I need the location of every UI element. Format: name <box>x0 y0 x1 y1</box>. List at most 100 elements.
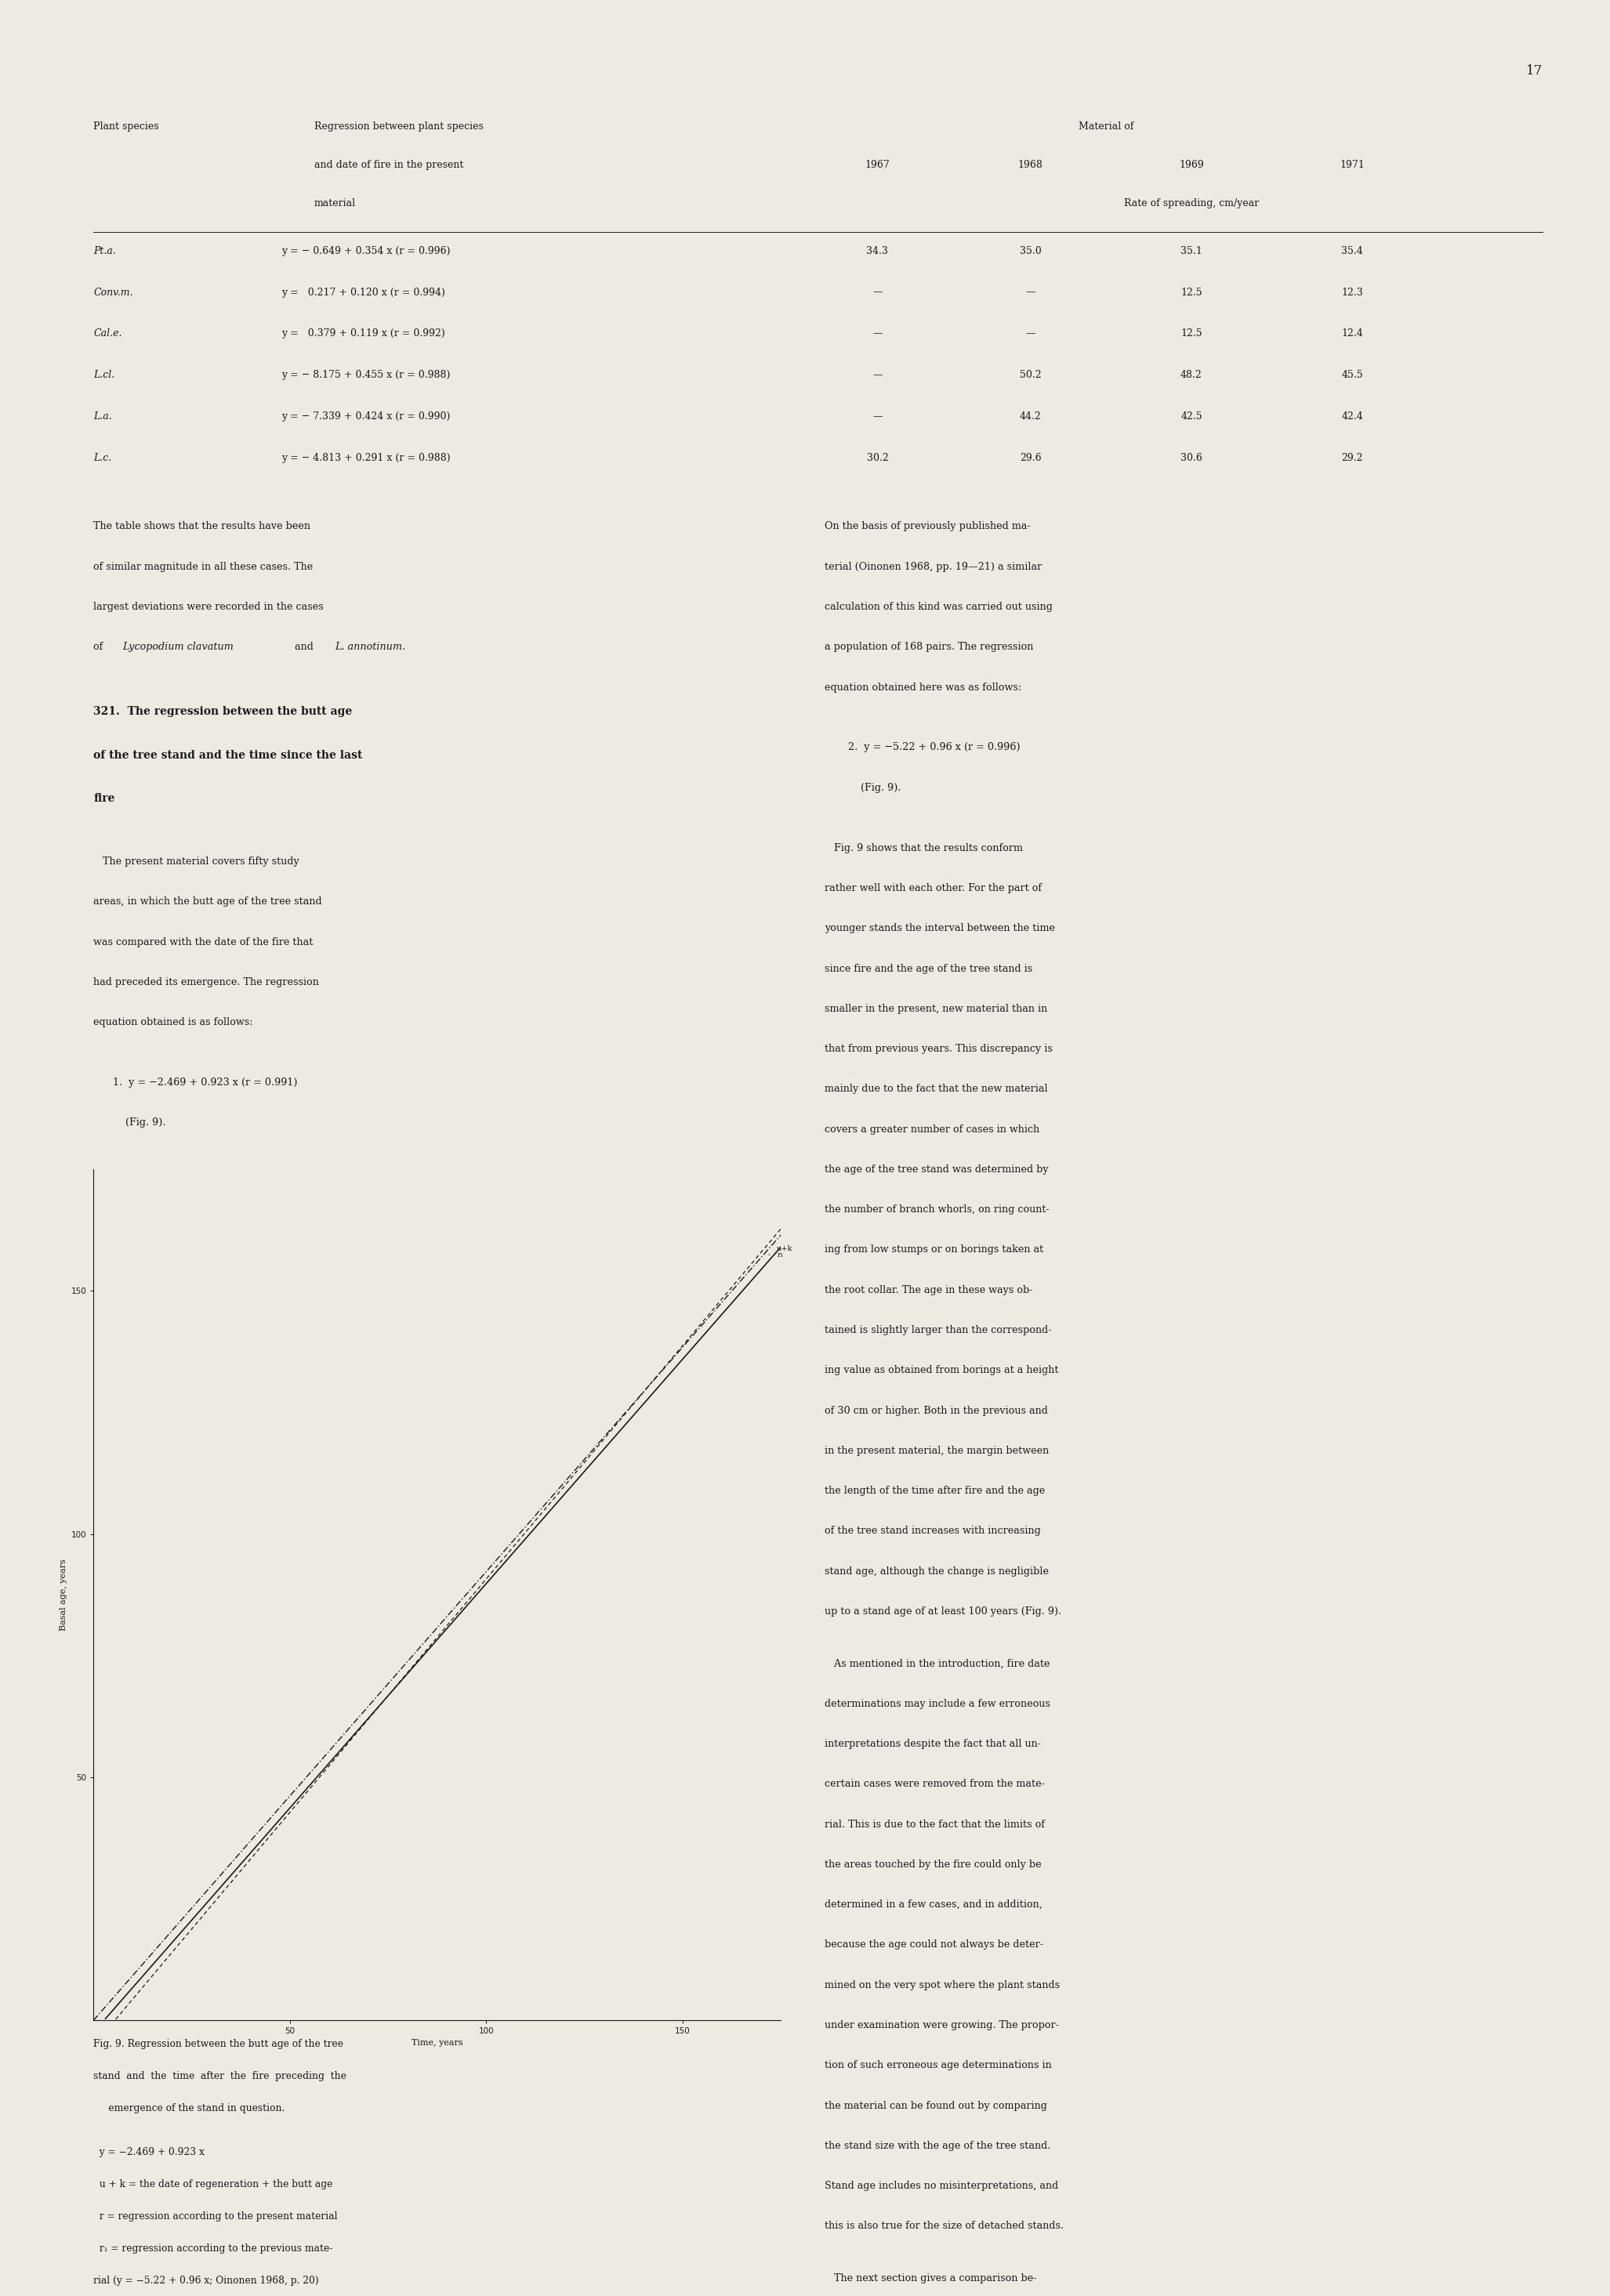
Text: —: — <box>873 411 882 422</box>
Text: y =   0.379 + 0.119 x (r = 0.992): y = 0.379 + 0.119 x (r = 0.992) <box>282 328 446 340</box>
Text: y = − 8.175 + 0.455 x (r = 0.988): y = − 8.175 + 0.455 x (r = 0.988) <box>282 370 451 381</box>
Text: 1967: 1967 <box>865 161 890 170</box>
Text: equation obtained here was as follows:: equation obtained here was as follows: <box>824 682 1021 693</box>
Text: 48.2: 48.2 <box>1180 370 1203 381</box>
Text: As mentioned in the introduction, fire date: As mentioned in the introduction, fire d… <box>824 1658 1050 1669</box>
Text: —: — <box>873 328 882 340</box>
Text: the age of the tree stand was determined by: the age of the tree stand was determined… <box>824 1164 1048 1176</box>
Text: certain cases were removed from the mate-: certain cases were removed from the mate… <box>824 1779 1045 1789</box>
Text: this is also true for the size of detached stands.: this is also true for the size of detach… <box>824 2220 1064 2232</box>
Text: the material can be found out by comparing: the material can be found out by compari… <box>824 2101 1046 2110</box>
Text: —: — <box>873 287 882 298</box>
Text: —: — <box>1026 287 1035 298</box>
X-axis label: Time, years: Time, years <box>412 2039 462 2046</box>
Text: u+k: u+k <box>778 1244 792 1254</box>
Text: the stand size with the age of the tree stand.: the stand size with the age of the tree … <box>824 2140 1050 2151</box>
Y-axis label: Basal age, years: Basal age, years <box>60 1559 68 1630</box>
Text: 30.6: 30.6 <box>1180 452 1203 464</box>
Text: —: — <box>1026 328 1035 340</box>
Text: equation obtained is as follows:: equation obtained is as follows: <box>93 1017 253 1029</box>
Text: Material of: Material of <box>1079 122 1133 131</box>
Text: The table shows that the results have been: The table shows that the results have be… <box>93 521 311 533</box>
Text: of: of <box>93 643 106 652</box>
Text: 17: 17 <box>1526 64 1542 78</box>
Text: 42.5: 42.5 <box>1180 411 1203 422</box>
Text: tained is slightly larger than the correspond-: tained is slightly larger than the corre… <box>824 1325 1051 1336</box>
Text: under examination were growing. The propor-: under examination were growing. The prop… <box>824 2020 1059 2030</box>
Text: covers a greater number of cases in which: covers a greater number of cases in whic… <box>824 1125 1040 1134</box>
Text: stand  and  the  time  after  the  fire  preceding  the: stand and the time after the fire preced… <box>93 2071 346 2080</box>
Text: On the basis of previously published ma-: On the basis of previously published ma- <box>824 521 1030 533</box>
Text: mined on the very spot where the plant stands: mined on the very spot where the plant s… <box>824 1979 1059 1991</box>
Text: emergence of the stand in question.: emergence of the stand in question. <box>93 2103 285 2112</box>
Text: 1969: 1969 <box>1179 161 1204 170</box>
Text: r₁ = regression according to the previous mate-: r₁ = regression according to the previou… <box>93 2243 333 2252</box>
Text: 50.2: 50.2 <box>1019 370 1042 381</box>
Text: 1968: 1968 <box>1018 161 1043 170</box>
Text: tion of such erroneous age determinations in: tion of such erroneous age determination… <box>824 2060 1051 2071</box>
Text: areas, in which the butt age of the tree stand: areas, in which the butt age of the tree… <box>93 898 322 907</box>
Text: Plant species: Plant species <box>93 122 159 131</box>
Text: The present material covers fifty study: The present material covers fifty study <box>93 856 299 868</box>
Text: r₁: r₁ <box>778 1251 784 1258</box>
Text: —: — <box>873 370 882 381</box>
Text: and: and <box>291 643 317 652</box>
Text: (Fig. 9).: (Fig. 9). <box>848 783 902 792</box>
Text: of similar magnitude in all these cases. The: of similar magnitude in all these cases.… <box>93 563 312 572</box>
Text: up to a stand age of at least 100 years (Fig. 9).: up to a stand age of at least 100 years … <box>824 1607 1061 1616</box>
Text: fire: fire <box>93 792 114 804</box>
Text: u + k = the date of regeneration + the butt age: u + k = the date of regeneration + the b… <box>93 2179 333 2188</box>
Text: Stand age includes no misinterpretations, and: Stand age includes no misinterpretations… <box>824 2181 1058 2190</box>
Text: Cal.e.: Cal.e. <box>93 328 122 340</box>
Text: 30.2: 30.2 <box>866 452 889 464</box>
Text: ing value as obtained from borings at a height: ing value as obtained from borings at a … <box>824 1366 1058 1375</box>
Text: r = regression according to the present material: r = regression according to the present … <box>93 2211 338 2220</box>
Text: 29.2: 29.2 <box>1341 452 1364 464</box>
Text: younger stands the interval between the time: younger stands the interval between the … <box>824 923 1055 934</box>
Text: Rate of spreading, cm/year: Rate of spreading, cm/year <box>1124 197 1259 209</box>
Text: 1971: 1971 <box>1340 161 1365 170</box>
Text: the number of branch whorls, on ring count-: the number of branch whorls, on ring cou… <box>824 1205 1050 1215</box>
Text: calculation of this kind was carried out using: calculation of this kind was carried out… <box>824 602 1053 613</box>
Text: and date of fire in the present: and date of fire in the present <box>314 161 464 170</box>
Text: determined in a few cases, and in addition,: determined in a few cases, and in additi… <box>824 1899 1042 1910</box>
Text: stand age, although the change is negligible: stand age, although the change is neglig… <box>824 1566 1048 1577</box>
Text: 42.4: 42.4 <box>1341 411 1364 422</box>
Text: had preceded its emergence. The regression: had preceded its emergence. The regressi… <box>93 978 319 987</box>
Text: of 30 cm or higher. Both in the previous and: of 30 cm or higher. Both in the previous… <box>824 1405 1048 1417</box>
Text: 321.  The regression between the butt age: 321. The regression between the butt age <box>93 707 353 716</box>
Text: L.a.: L.a. <box>93 411 113 422</box>
Text: Fig. 9 shows that the results conform: Fig. 9 shows that the results conform <box>824 843 1022 854</box>
Text: L.cl.: L.cl. <box>93 370 114 381</box>
Text: the length of the time after fire and the age: the length of the time after fire and th… <box>824 1486 1045 1497</box>
Text: Regression between plant species: Regression between plant species <box>314 122 483 131</box>
Text: in the present material, the margin between: in the present material, the margin betw… <box>824 1446 1048 1456</box>
Text: of the tree stand increases with increasing: of the tree stand increases with increas… <box>824 1527 1040 1536</box>
Text: (Fig. 9).: (Fig. 9). <box>113 1118 166 1127</box>
Text: of the tree stand and the time since the last: of the tree stand and the time since the… <box>93 751 362 760</box>
Text: the areas touched by the fire could only be: the areas touched by the fire could only… <box>824 1860 1042 1869</box>
Text: largest deviations were recorded in the cases: largest deviations were recorded in the … <box>93 602 324 613</box>
Text: terial (Oinonen 1968, pp. 19—21) a similar: terial (Oinonen 1968, pp. 19—21) a simil… <box>824 563 1042 572</box>
Text: 12.4: 12.4 <box>1341 328 1364 340</box>
Text: 35.4: 35.4 <box>1341 246 1364 257</box>
Text: 12.5: 12.5 <box>1180 287 1203 298</box>
Text: 45.5: 45.5 <box>1341 370 1364 381</box>
Text: was compared with the date of the fire that: was compared with the date of the fire t… <box>93 937 314 948</box>
Text: mainly due to the fact that the new material: mainly due to the fact that the new mate… <box>824 1084 1048 1095</box>
Text: Conv.m.: Conv.m. <box>93 287 134 298</box>
Text: 12.5: 12.5 <box>1180 328 1203 340</box>
Text: 1.  y = −2.469 + 0.923 x (r = 0.991): 1. y = −2.469 + 0.923 x (r = 0.991) <box>113 1077 298 1088</box>
Text: ing from low stumps or on borings taken at: ing from low stumps or on borings taken … <box>824 1244 1043 1256</box>
Text: 44.2: 44.2 <box>1019 411 1042 422</box>
Text: y =   0.217 + 0.120 x (r = 0.994): y = 0.217 + 0.120 x (r = 0.994) <box>282 287 446 298</box>
Text: y = − 4.813 + 0.291 x (r = 0.988): y = − 4.813 + 0.291 x (r = 0.988) <box>282 452 451 464</box>
Text: Fig. 9. Regression between the butt age of the tree: Fig. 9. Regression between the butt age … <box>93 2039 343 2048</box>
Text: determinations may include a few erroneous: determinations may include a few erroneo… <box>824 1699 1050 1708</box>
Text: smaller in the present, new material than in: smaller in the present, new material tha… <box>824 1003 1046 1015</box>
Text: interpretations despite the fact that all un-: interpretations despite the fact that al… <box>824 1738 1040 1750</box>
Text: Lycopodium clavatum: Lycopodium clavatum <box>122 643 233 652</box>
Text: Pt.a.: Pt.a. <box>93 246 116 257</box>
Text: because the age could not always be deter-: because the age could not always be dete… <box>824 1940 1043 1949</box>
Text: y = − 7.339 + 0.424 x (r = 0.990): y = − 7.339 + 0.424 x (r = 0.990) <box>282 411 451 422</box>
